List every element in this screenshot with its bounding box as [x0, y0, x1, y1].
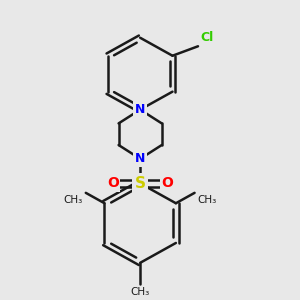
Text: CH₃: CH₃ [64, 195, 83, 205]
Text: N: N [135, 152, 146, 165]
Text: O: O [107, 176, 118, 190]
Text: CH₃: CH₃ [197, 195, 217, 205]
Text: O: O [162, 176, 174, 190]
Text: N: N [135, 103, 146, 116]
Text: S: S [135, 176, 146, 191]
Text: Cl: Cl [200, 32, 213, 44]
Text: CH₃: CH₃ [130, 287, 150, 297]
